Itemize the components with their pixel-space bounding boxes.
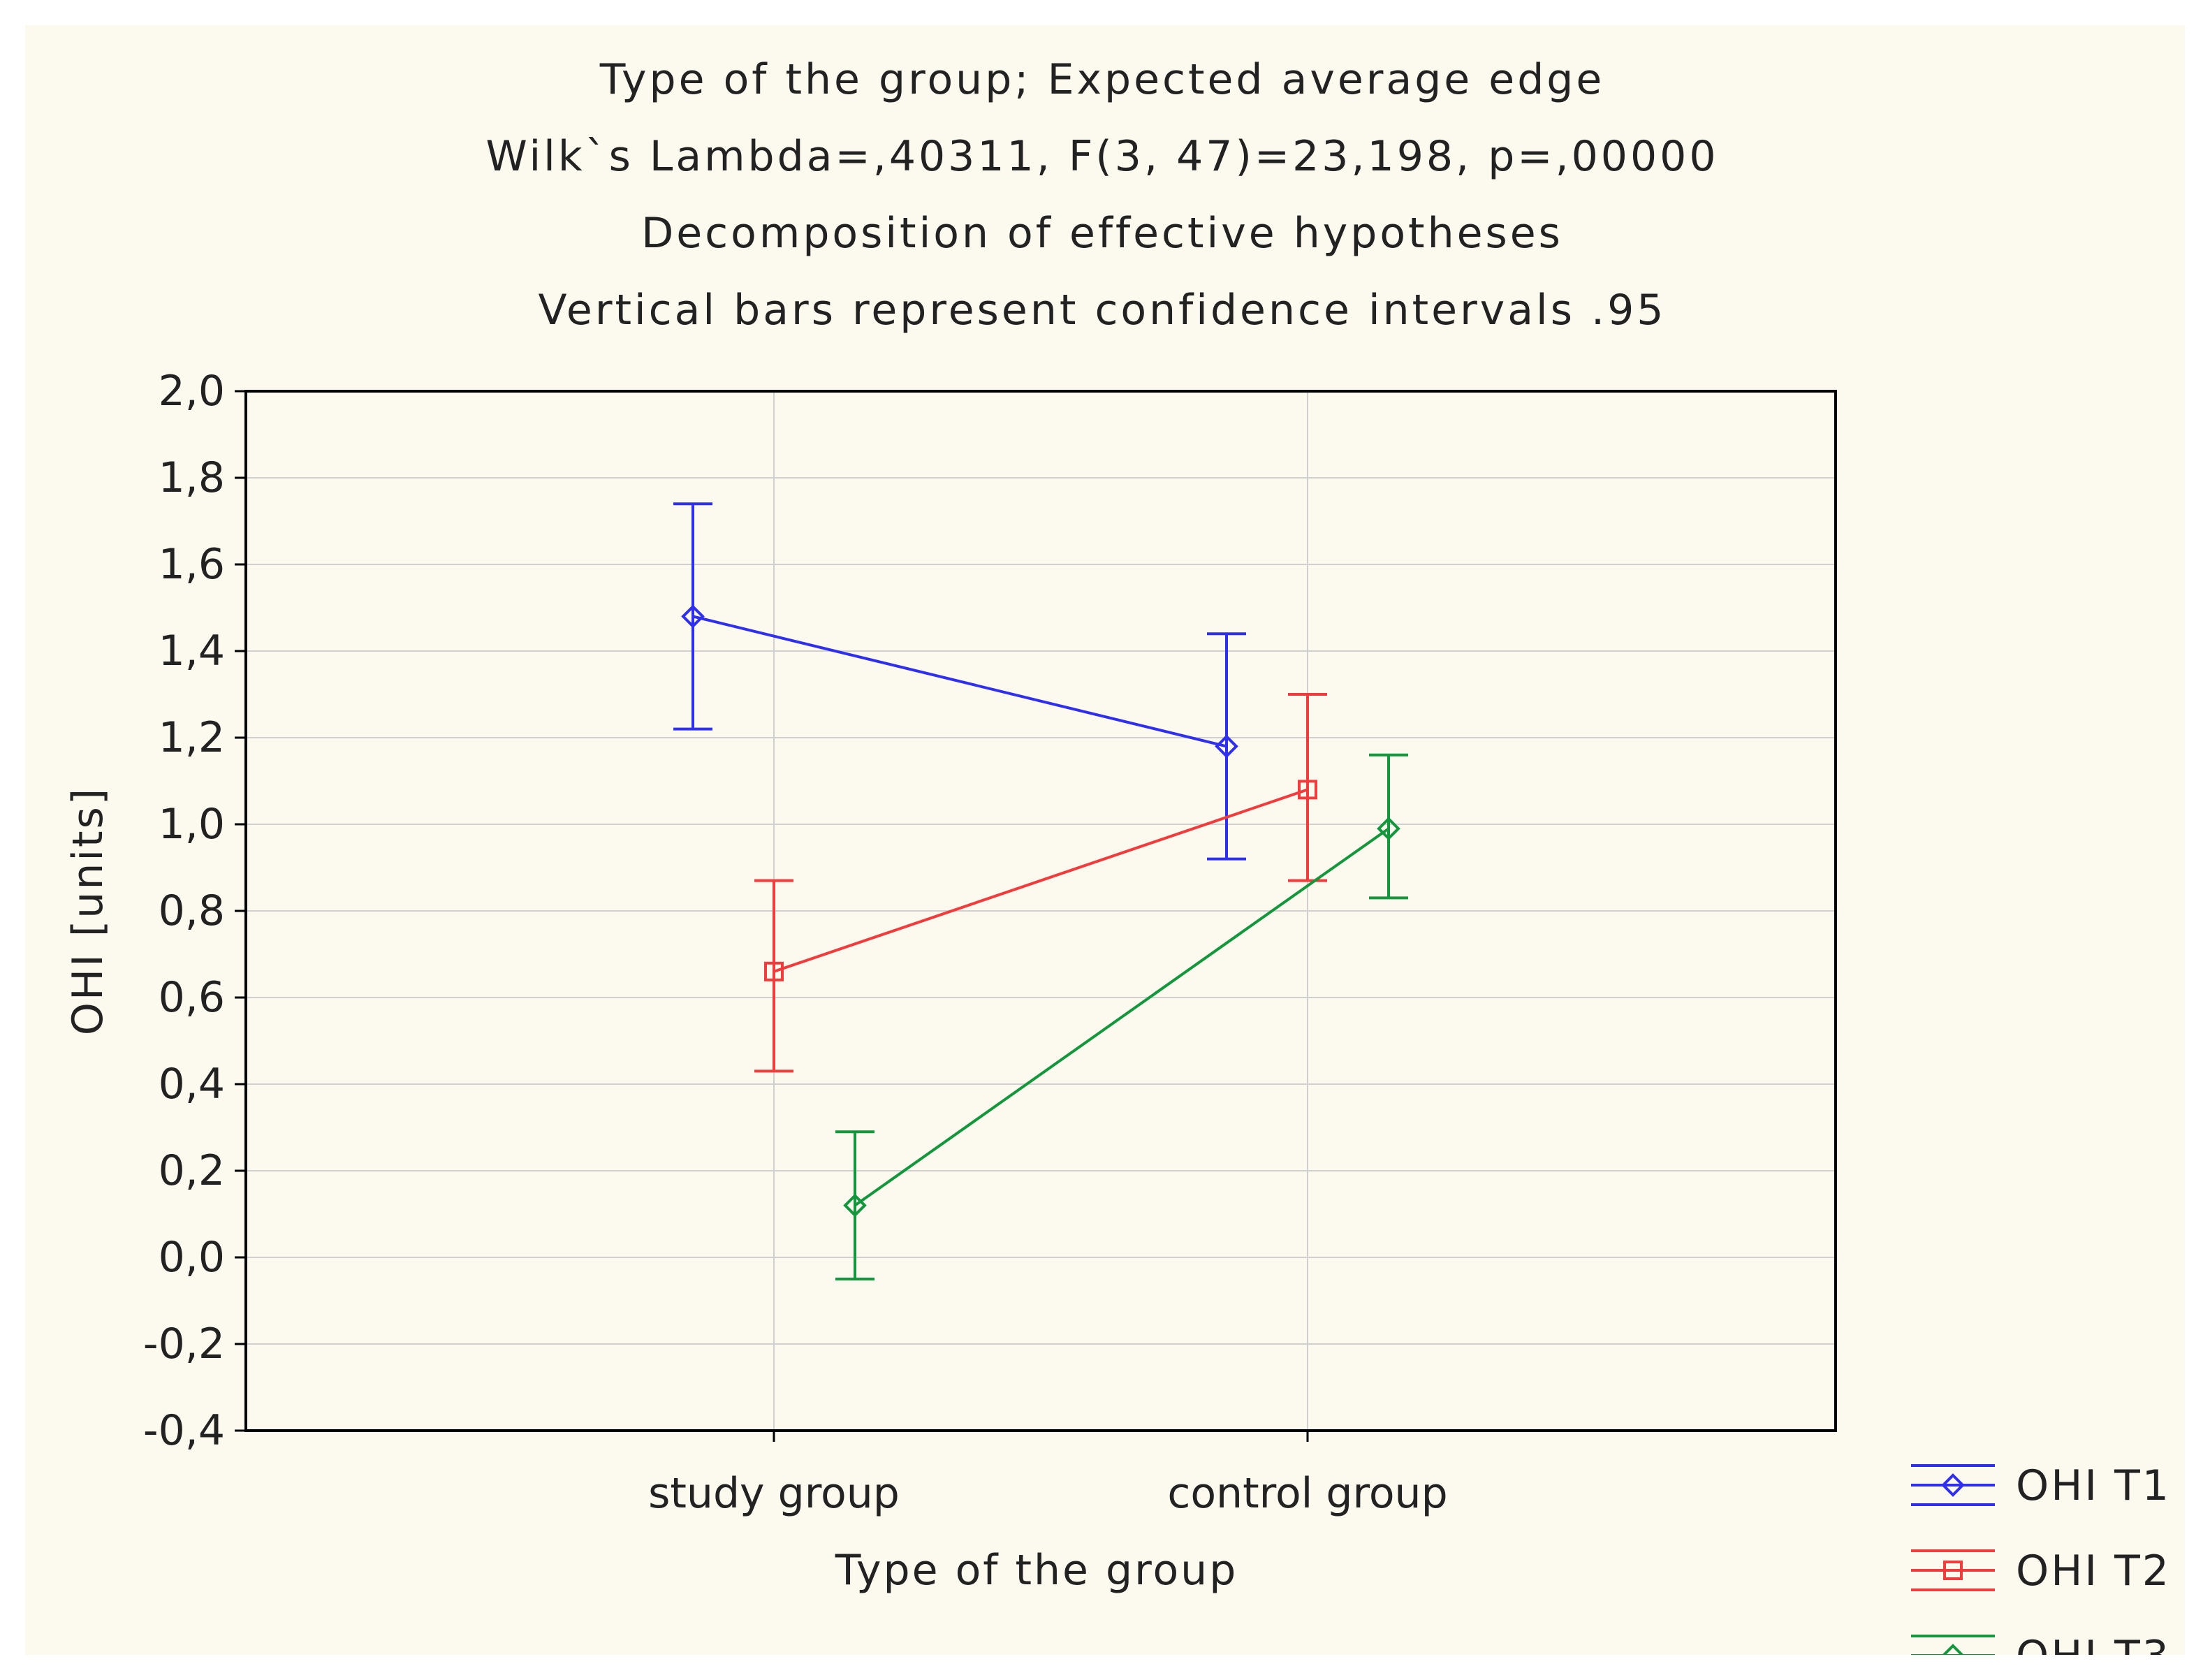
y-tick-label: 1,0: [159, 800, 225, 849]
chart-title-group: Type of the group; Expected average edge…: [485, 55, 1718, 335]
legend-label: OHI T3: [2016, 1632, 2171, 1655]
series-ohi-t3: [835, 753, 1408, 1280]
y-tick-label: 0,2: [159, 1146, 225, 1195]
legend-item: OHI T3: [1911, 1632, 2171, 1655]
y-tick-labels: 2,0 1,8 1,6 1,4 1,2 1,0 0,8 0,6 0,4 0,2 0,0 -0,2 -0,…: [143, 367, 225, 1455]
y-tick-label: -0,4: [143, 1406, 225, 1455]
data-point-marker: [1943, 1561, 1963, 1580]
chart-title-line-2: Wilk`s Lambda=,40311, F(3, 47)=23,198, p…: [485, 132, 1718, 181]
chart-title-line-1: Type of the group; Expected average edge: [599, 55, 1605, 104]
plot-frame: [244, 390, 1837, 1432]
data-point-marker: [1377, 817, 1400, 841]
y-tick-label: 1,6: [159, 540, 225, 589]
legend-item: OHI T1: [1911, 1461, 2171, 1510]
legend: OHI T1 OHI T2 OHI T3: [1911, 1461, 2171, 1655]
y-axis-label: OHI [units]: [64, 787, 112, 1035]
series-line: [692, 615, 1227, 748]
y-tick-label: -0,2: [143, 1320, 225, 1368]
y-tick-label: 0,0: [159, 1233, 225, 1282]
chart-panel: Type of the group; Expected average edge…: [25, 25, 2185, 1655]
y-tick-label: 0,4: [159, 1060, 225, 1109]
chart-svg: Type of the group; Expected average edge…: [64, 55, 2171, 1655]
y-tick-label: 1,4: [159, 627, 225, 675]
series-ohi-t1: [673, 502, 1246, 861]
data-point-marker: [681, 604, 705, 629]
data-point-marker: [843, 1193, 867, 1218]
y-tick-label: 1,8: [159, 453, 225, 502]
grid-layer: [235, 390, 1836, 1442]
data-point-marker: [1942, 1644, 1964, 1655]
series-layer: [673, 502, 1408, 1280]
data-point-marker: [764, 961, 784, 981]
y-tick-label: 0,8: [159, 886, 225, 935]
series-ohi-t2: [754, 693, 1327, 1073]
legend-label: OHI T2: [2016, 1547, 2171, 1595]
series-line: [773, 788, 1308, 973]
chart-title-line-4: Vertical bars represent confidence inter…: [539, 286, 1667, 335]
x-tick-labels: study group control group: [648, 1469, 1448, 1518]
data-point-marker: [1298, 780, 1317, 800]
y-tick-label: 2,0: [159, 367, 225, 416]
x-tick-label: study group: [648, 1469, 900, 1518]
x-tick-label: control group: [1167, 1469, 1447, 1518]
x-axis-label: Type of the group: [835, 1546, 1238, 1595]
legend-label: OHI T1: [2016, 1461, 2171, 1510]
legend-item: OHI T2: [1911, 1547, 2171, 1595]
y-tick-label: 0,6: [159, 973, 225, 1022]
series-line: [854, 827, 1390, 1207]
y-tick-label: 1,2: [159, 713, 225, 762]
chart-title-line-3: Decomposition of effective hypotheses: [641, 209, 1563, 258]
data-point-marker: [1215, 734, 1238, 759]
data-point-marker: [1941, 1473, 1965, 1497]
